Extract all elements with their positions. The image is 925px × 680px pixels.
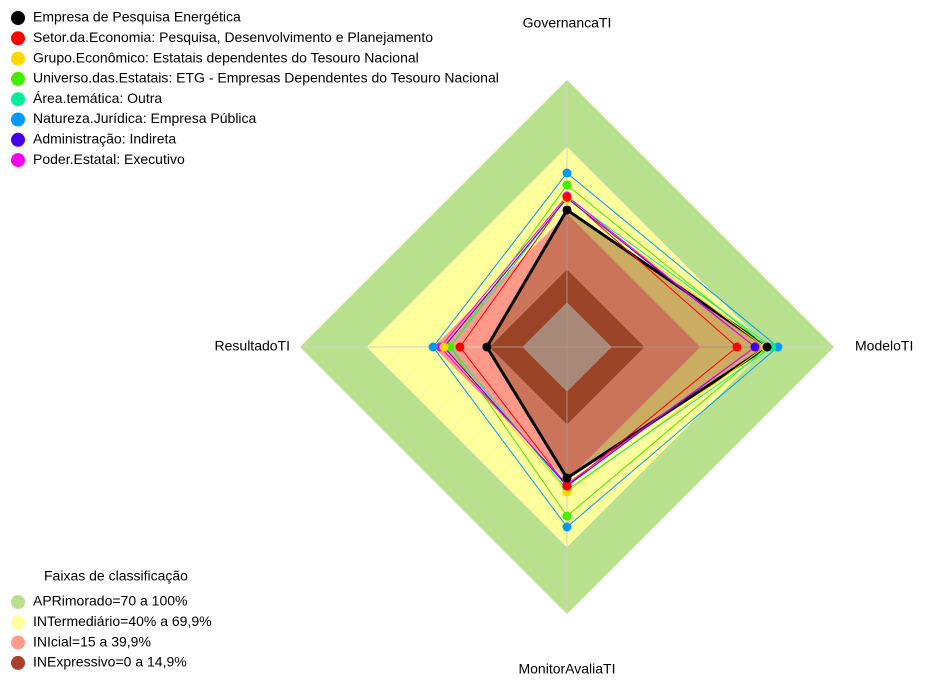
band-legend-label: INExpressivo=0 a 14,9% xyxy=(33,654,187,670)
series-point xyxy=(773,342,783,352)
band-legend-marker xyxy=(11,655,25,670)
series-point xyxy=(562,522,572,532)
series-point xyxy=(455,342,465,352)
legend-label: Empresa de Pesquisa Energética xyxy=(33,9,241,25)
legend-label: Universo.das.Estatais: ETG - Empresas De… xyxy=(33,70,499,86)
series-point xyxy=(562,168,572,178)
axis-label: ResultadoTI xyxy=(215,338,290,354)
series-point xyxy=(562,511,572,521)
axis-label: GovernancaTI xyxy=(523,15,612,31)
band-legend-marker xyxy=(11,595,25,609)
series-point xyxy=(562,205,572,215)
band-legend-marker xyxy=(11,635,25,650)
series-point xyxy=(732,342,742,352)
band xyxy=(300,80,834,614)
axis-label: ModeloTI xyxy=(855,338,913,354)
band xyxy=(366,146,768,548)
series-point xyxy=(762,342,772,352)
band-legend-label: INTermediário=40% a 69,9% xyxy=(33,613,212,629)
band-legend-label: INIcial=15 a 39,9% xyxy=(33,633,151,649)
legend-label: Setor.da.Economia: Pesquisa, Desenvolvim… xyxy=(33,29,433,45)
series-point xyxy=(562,473,572,483)
series-point xyxy=(562,481,572,491)
series-point xyxy=(482,342,492,352)
series-point xyxy=(439,342,449,352)
legend-label: Poder.Estatal: Executivo xyxy=(33,151,185,167)
legend-label: Administração: Indireta xyxy=(33,131,176,147)
legend-marker xyxy=(11,153,25,168)
series-point xyxy=(562,192,572,202)
legend-marker xyxy=(11,112,25,127)
legend-marker xyxy=(11,51,25,66)
series-point xyxy=(428,342,438,352)
axis-label: MonitorAvaliaTI xyxy=(518,661,615,677)
legend-label: Natureza.Jurídica: Empresa Pública xyxy=(33,110,257,126)
legend-marker xyxy=(11,71,25,86)
bands-title: Faixas de classificação xyxy=(44,568,188,584)
legend-label: Área.temática: Outra xyxy=(33,90,162,106)
band xyxy=(489,269,645,425)
legend-label: Grupo.Econômico: Estatais dependentes do… xyxy=(33,49,419,65)
series-point xyxy=(562,180,572,190)
legend-marker xyxy=(11,132,25,147)
legend-marker xyxy=(11,11,25,25)
band-legend-marker xyxy=(11,615,25,630)
legend-marker xyxy=(11,92,25,107)
legend-marker xyxy=(11,31,25,46)
band-legend-label: APRimorado=70 a 100% xyxy=(33,593,188,609)
series-point xyxy=(750,342,760,352)
